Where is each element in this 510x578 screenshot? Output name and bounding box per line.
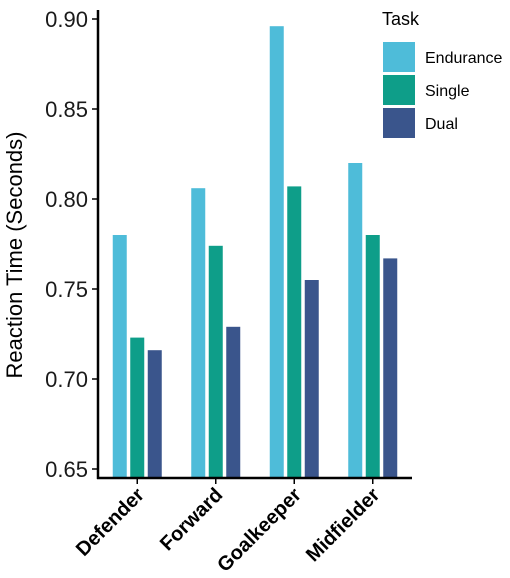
x-tick-label: Goalkeeper xyxy=(213,484,306,577)
bar-single-defender xyxy=(130,337,145,478)
y-tick-label: 0.70 xyxy=(45,367,88,392)
bar-dual-goalkeeper xyxy=(304,280,319,478)
y-tick-label: 0.90 xyxy=(45,7,88,32)
y-tick-label: 0.80 xyxy=(45,187,88,212)
bar-dual-defender xyxy=(147,350,162,478)
legend-key-endurance xyxy=(383,42,415,72)
x-tick-label: Midfielder xyxy=(302,484,384,566)
bar-dual-midfielder xyxy=(383,258,398,478)
bar-dual-forward xyxy=(226,326,241,478)
legend-label-endurance: Endurance xyxy=(425,50,502,67)
y-tick-label: 0.75 xyxy=(45,277,88,302)
legend-title: Task xyxy=(382,9,420,29)
legend-label-dual: Dual xyxy=(425,116,458,133)
bar-endurance-forward xyxy=(191,188,206,478)
legend-key-dual xyxy=(383,108,415,138)
y-tick-label: 0.65 xyxy=(45,457,88,482)
x-tick-label: Forward xyxy=(156,484,227,555)
x-tick-label: Defender xyxy=(72,484,149,561)
bar-endurance-goalkeeper xyxy=(269,26,284,478)
y-axis-ticks: 0.65 0.70 0.75 0.80 0.85 0.90 xyxy=(45,7,98,482)
bars-group xyxy=(112,26,398,478)
legend-key-single xyxy=(383,75,415,105)
y-tick-label: 0.85 xyxy=(45,97,88,122)
legend-label-single: Single xyxy=(425,83,470,100)
bar-single-forward xyxy=(208,245,223,478)
bar-single-goalkeeper xyxy=(287,186,302,478)
y-axis-title: Reaction Time (Seconds) xyxy=(2,132,27,379)
bar-single-midfielder xyxy=(365,235,380,478)
bar-endurance-defender xyxy=(112,235,127,478)
legend: Task Endurance Single Dual xyxy=(382,9,502,138)
bar-endurance-midfielder xyxy=(348,163,363,478)
